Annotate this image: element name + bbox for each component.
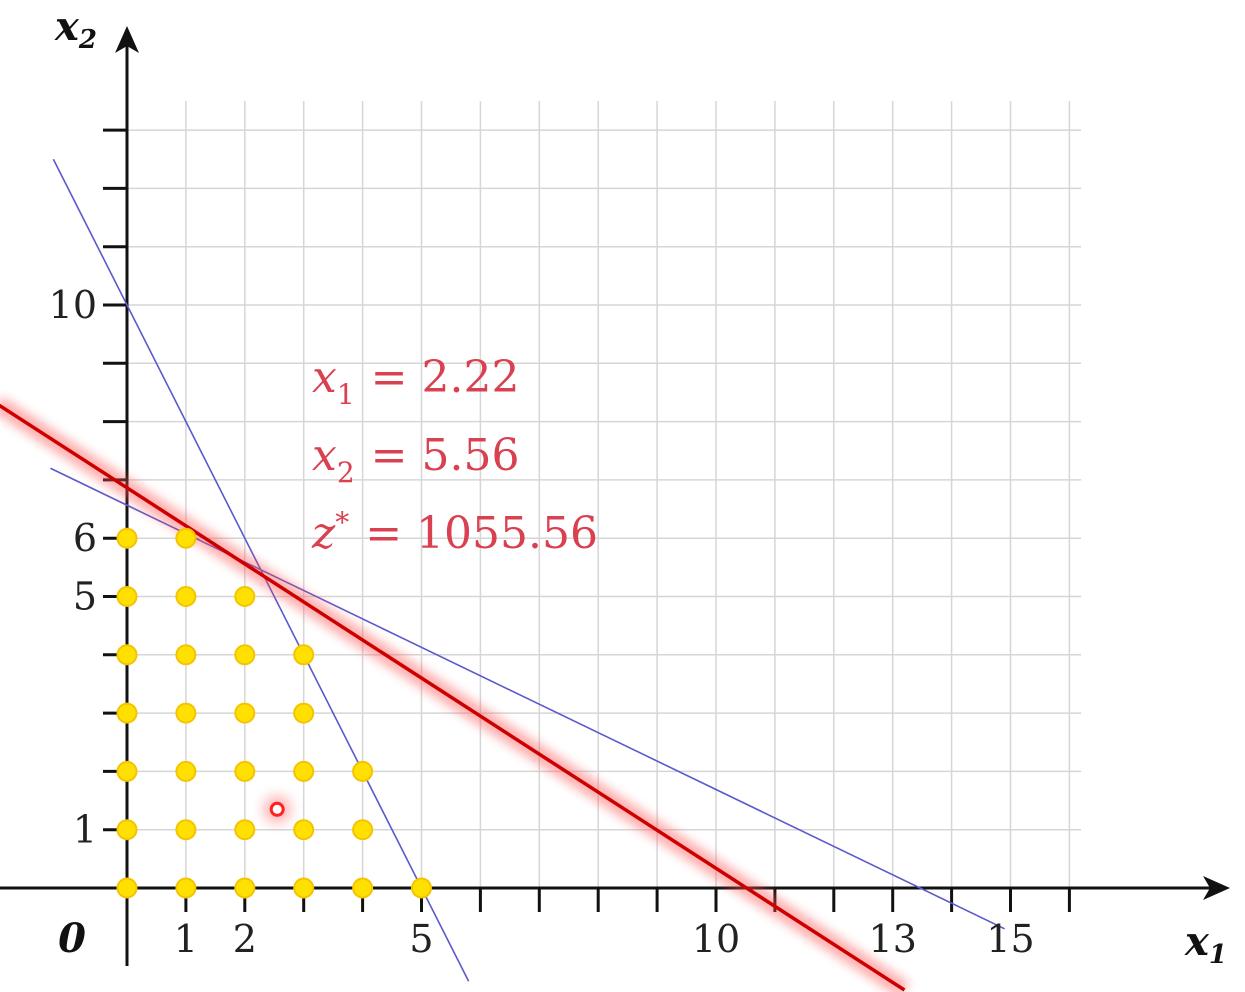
feasible-point xyxy=(116,760,138,782)
x-axis-name-sub: 1 xyxy=(1209,940,1227,970)
axes xyxy=(0,26,1230,966)
feasible-point xyxy=(293,819,315,841)
feasible-point xyxy=(234,702,256,724)
solution-annotation: z* = 1055.56 xyxy=(311,506,598,559)
origin-label: 0 xyxy=(58,915,86,962)
feasible-point xyxy=(293,877,315,899)
feasible-point xyxy=(175,819,197,841)
x-tick-label: 13 xyxy=(869,917,917,961)
x-tick-label: 1 xyxy=(174,917,198,961)
feasible-point xyxy=(352,877,374,899)
x-axis-name-main: x xyxy=(1184,918,1210,965)
x-tick-label: 2 xyxy=(233,917,257,961)
x-axis-arrow xyxy=(1203,876,1230,900)
feasible-point xyxy=(175,702,197,724)
feasible-point xyxy=(175,644,197,666)
feasible-point xyxy=(234,819,256,841)
annotation-variable: z xyxy=(311,508,336,559)
x-tick-label: 10 xyxy=(692,917,740,961)
feasible-point xyxy=(116,819,138,841)
y-tick-label: 1 xyxy=(73,808,97,852)
objective-line-group xyxy=(0,396,910,992)
objective-line xyxy=(0,403,906,992)
solution-annotation: x2 = 5.56 xyxy=(312,430,519,489)
feasible-point xyxy=(175,586,197,607)
feasible-point xyxy=(352,819,374,841)
x-axis-name: x1 xyxy=(1184,918,1227,970)
feasible-point xyxy=(293,644,315,666)
feasible-point xyxy=(234,877,256,899)
y-tick-label: 6 xyxy=(73,516,97,560)
highlight-point xyxy=(269,801,285,817)
feasible-point xyxy=(234,586,256,607)
y-tick-label: 5 xyxy=(73,575,97,619)
x-tick-label: 5 xyxy=(409,917,433,961)
feasible-point xyxy=(293,702,315,724)
y-axis-name-main: x xyxy=(54,3,80,50)
grid xyxy=(127,100,1082,888)
feasible-point xyxy=(234,760,256,782)
y-tick-label: 10 xyxy=(49,283,97,327)
feasible-point xyxy=(293,760,315,782)
feasible-point xyxy=(234,644,256,666)
feasible-point xyxy=(116,586,138,607)
annotation-variable: x xyxy=(312,430,337,481)
y-axis-arrow xyxy=(115,26,139,53)
feasible-point xyxy=(175,527,197,549)
feasible-point xyxy=(411,877,432,899)
feasible-point xyxy=(352,760,374,782)
x-tick-label: 15 xyxy=(986,917,1034,961)
solution-annotation: x1 = 2.22 xyxy=(312,352,519,411)
annotation-subscript: 1 xyxy=(337,378,355,411)
y-axis-name-sub: 2 xyxy=(78,25,97,55)
annotation-value: = 5.56 xyxy=(371,430,520,481)
feasible-point xyxy=(116,644,138,666)
annotation-variable: x xyxy=(312,352,337,403)
feasible-point xyxy=(175,877,197,899)
feasible-point xyxy=(116,702,138,724)
constraint-lines xyxy=(50,158,1005,982)
feasible-point xyxy=(175,760,197,782)
feasible-point xyxy=(116,877,138,899)
annotation-superscript: * xyxy=(335,506,349,539)
annotation-value: = 1055.56 xyxy=(365,508,598,559)
y-axis-name: x2 xyxy=(54,3,97,55)
annotation-value: = 2.22 xyxy=(371,352,520,403)
annotation-subscript: 2 xyxy=(337,456,355,489)
feasible-point xyxy=(116,527,138,549)
feasible-points xyxy=(116,527,432,899)
